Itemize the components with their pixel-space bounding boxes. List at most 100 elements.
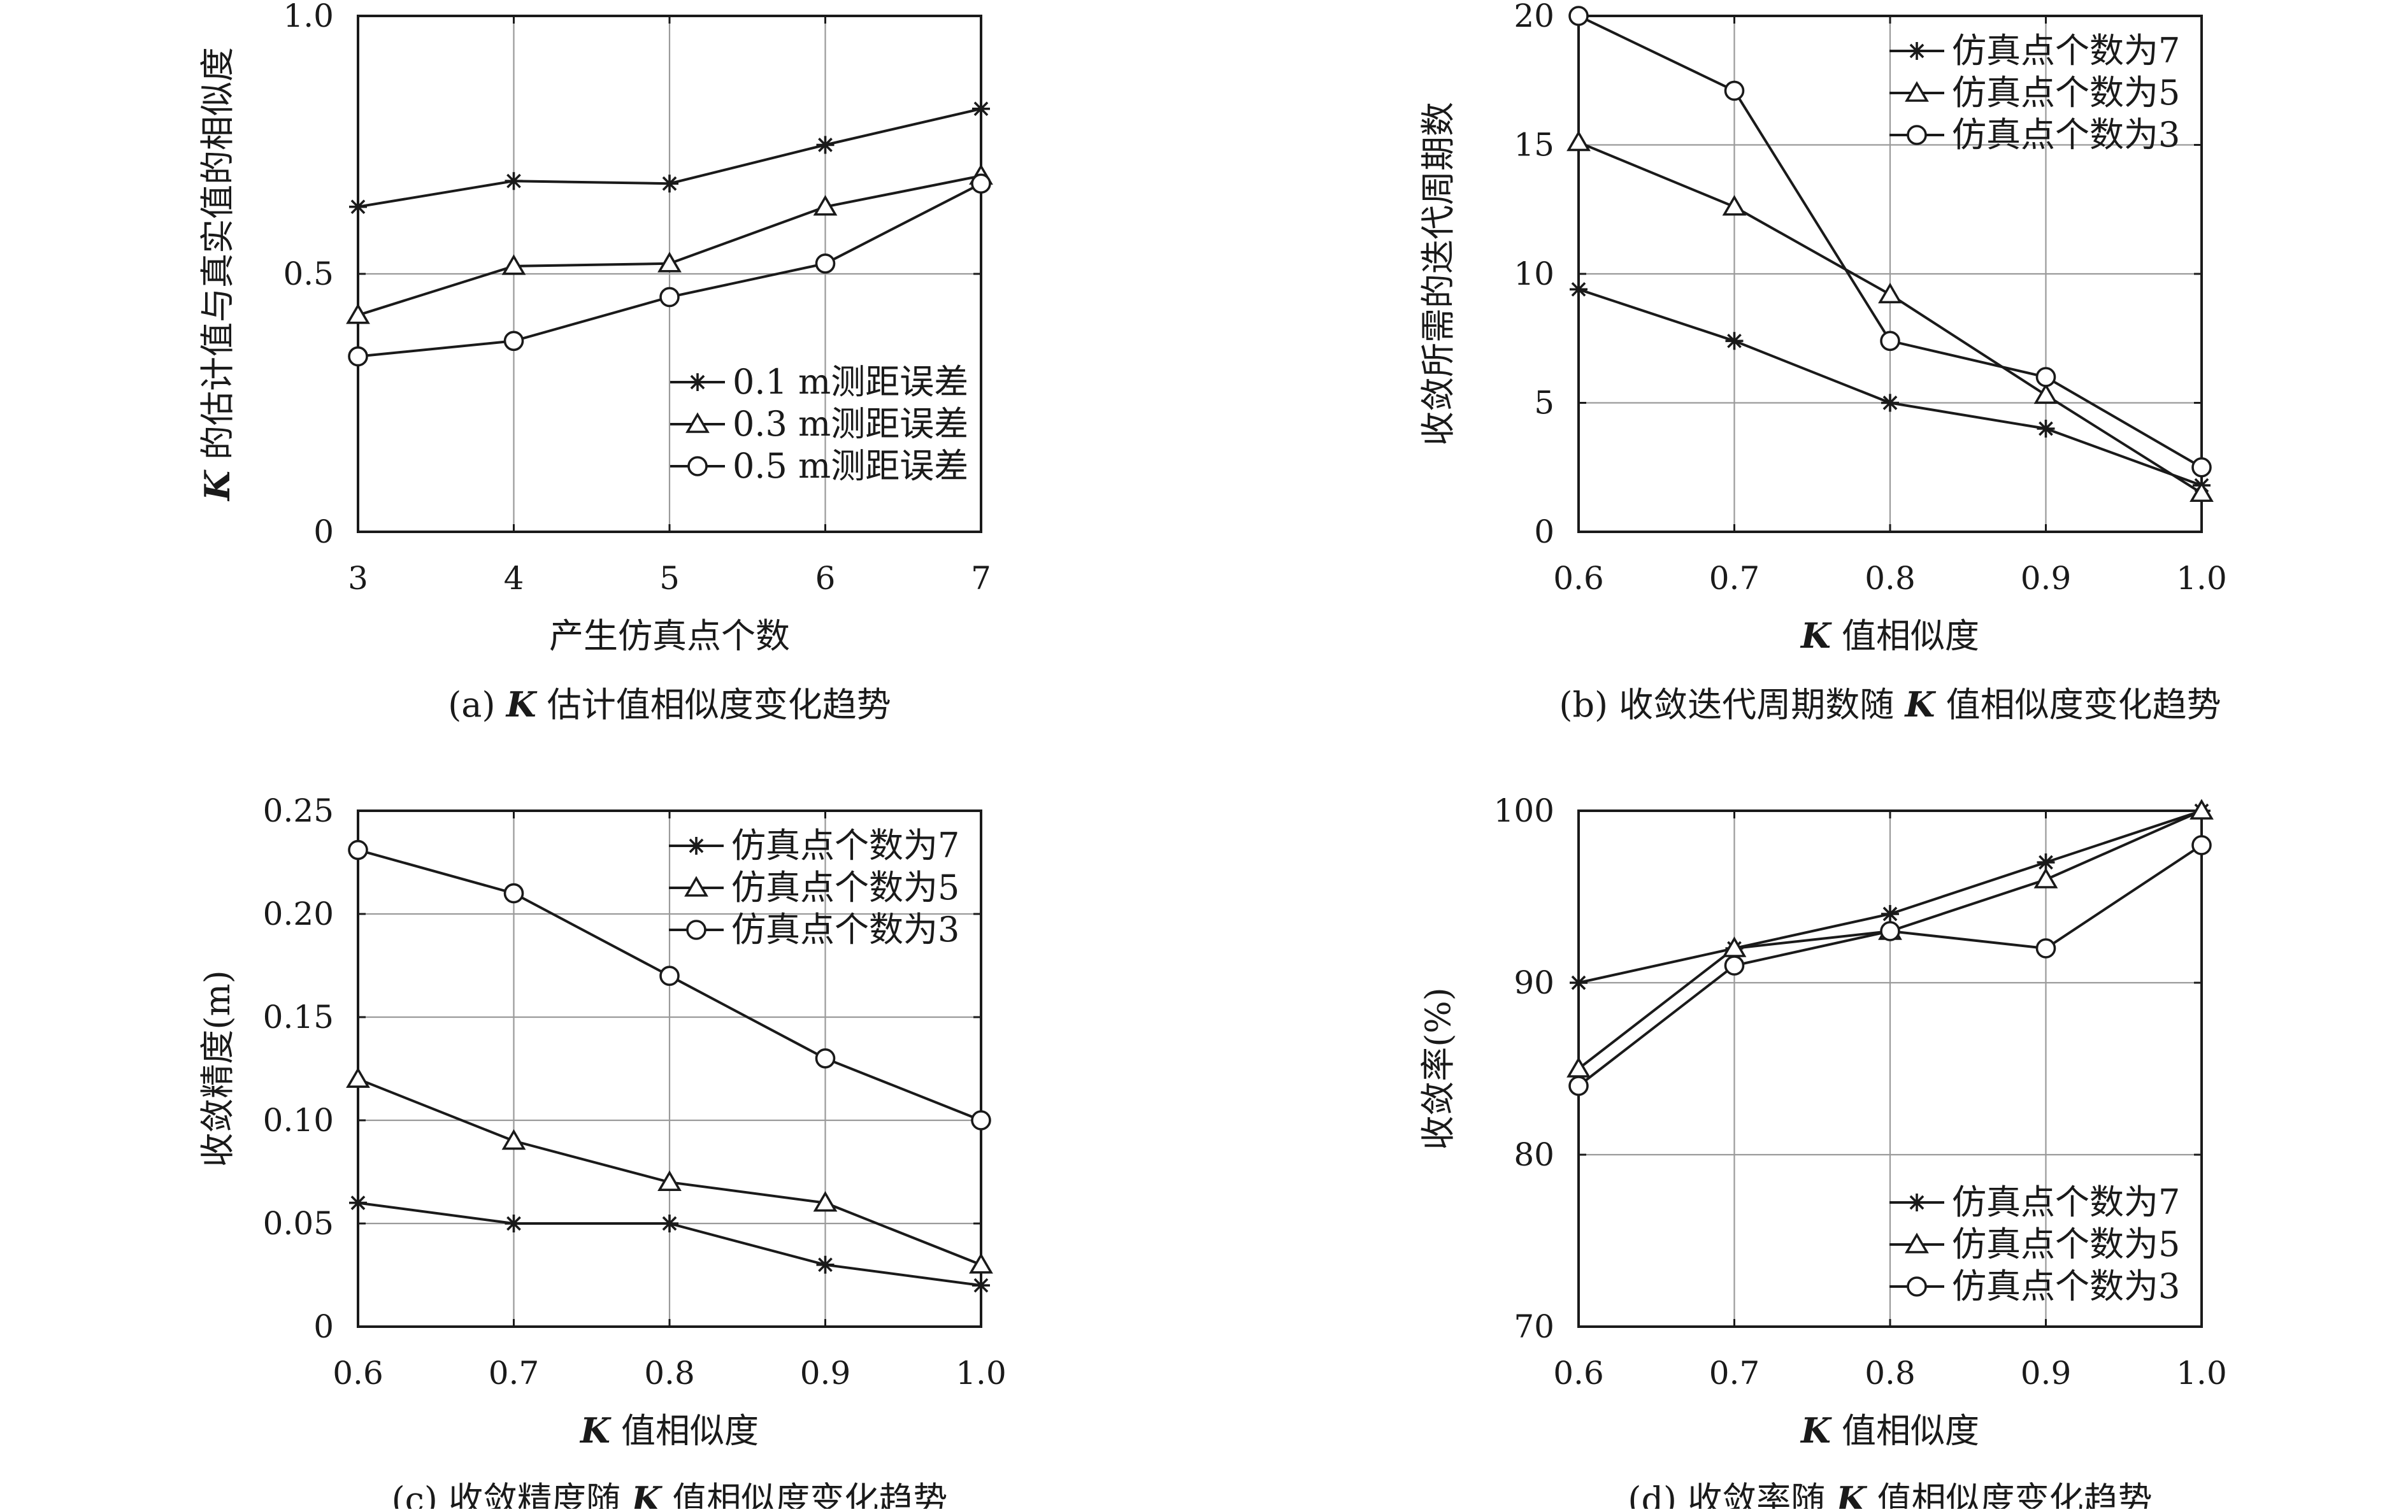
panel-caption: (d) 收敛率随 K 值相似度变化趋势 (1628, 1479, 2152, 1509)
legend-marker (1908, 42, 1926, 60)
data-point (1566, 130, 1591, 152)
panel-caption: (b) 收敛迭代周期数随 K 值相似度变化趋势 (1559, 684, 2221, 725)
y-tick-label: 0.20 (263, 895, 334, 932)
panel-caption-text: 值相似度变化趋势 (661, 1480, 947, 1509)
data-point (2037, 853, 2055, 871)
legend-item: 仿真点个数为3 (1889, 115, 2180, 155)
x-tick-label: 1.0 (956, 1355, 1007, 1392)
panel-caption-k: K (1903, 684, 1936, 725)
data-point (661, 175, 678, 193)
legend-marker (684, 876, 708, 897)
legend-item: 仿真点个数为5 (669, 867, 959, 908)
data-point (971, 173, 991, 194)
data-point (815, 1048, 836, 1069)
x-tick-label: 5 (659, 560, 680, 597)
legend-item: 0.3 m测距误差 (670, 404, 968, 444)
x-tick-label: 4 (504, 560, 524, 597)
data-point (1724, 80, 1745, 101)
data-point (349, 1194, 367, 1212)
legend-label: 仿真点个数为3 (1952, 115, 2180, 155)
data-point (2189, 799, 2214, 820)
data-point (972, 99, 990, 118)
y-tick-label: 0 (313, 1308, 334, 1345)
data-point (349, 197, 367, 216)
legend-label: 0.3 m测距误差 (733, 404, 968, 444)
x-tick-label: 1.0 (2176, 560, 2227, 597)
legend-item: 仿真点个数为3 (1889, 1266, 2180, 1306)
x-tick-label: 0.8 (1865, 1355, 1916, 1392)
x-axis-label-k: K (1800, 615, 1832, 656)
y-tick-label: 80 (1514, 1136, 1554, 1173)
y-tick-label: 1.0 (283, 0, 334, 34)
x-axis-label-k: K (579, 1410, 612, 1451)
y-tick-label: 0.5 (283, 255, 334, 292)
x-tick-label: 0.7 (1709, 1355, 1760, 1392)
series-star (349, 99, 990, 216)
data-point (2189, 481, 2214, 503)
series-triangle (346, 1067, 993, 1274)
legend-label: 仿真点个数为7 (731, 825, 959, 866)
x-axis-label-text: 值相似度 (1831, 616, 1979, 656)
data-point (348, 839, 368, 860)
data-point (813, 195, 838, 216)
y-tick-label: 15 (1514, 127, 1554, 164)
panel-caption-prefix: (d) 收敛率随 (1628, 1480, 1836, 1509)
x-axis-label: 产生仿真点个数 (549, 616, 790, 656)
panel-d: 0.6 0.7 0.8 0.9 1.0 70 80 90 100 K 值相似度 收敛率(%) (d) … (1418, 792, 2227, 1512)
series-circle (1568, 835, 2212, 1096)
legend-label: 仿真点个数为7 (1952, 31, 2180, 71)
data-point (2191, 457, 2212, 478)
x-tick-label: 0.8 (644, 1355, 695, 1392)
legend-marker (1905, 81, 1929, 102)
data-point (1568, 1076, 1589, 1096)
data-point (815, 253, 836, 274)
panel-caption: (c) 收敛精度随 K 值相似度变化趋势 (392, 1479, 948, 1509)
x-axis-label-text: 值相似度 (610, 1411, 759, 1451)
data-point (657, 1170, 682, 1191)
legend-item: 仿真点个数为7 (1889, 31, 2180, 71)
legend-marker (687, 837, 705, 855)
data-point (969, 1253, 993, 1274)
data-point (813, 1191, 838, 1212)
panel-caption-prefix: (a) (448, 685, 506, 725)
data-point (1724, 955, 1745, 976)
data-point (346, 303, 370, 324)
y-tick-label: 0.05 (263, 1205, 334, 1242)
y-tick-label: 0.15 (263, 999, 334, 1036)
y-tick-label: 0.10 (263, 1102, 334, 1139)
data-point (1880, 921, 1900, 941)
data-point (971, 1110, 991, 1130)
legend-label: 0.5 m测距误差 (733, 446, 968, 486)
x-axis-label-text: 值相似度 (1831, 1411, 1979, 1451)
series-circle (1568, 6, 2212, 478)
x-tick-label: 3 (348, 560, 368, 597)
data-point (505, 1215, 523, 1232)
x-tick-label: 0.7 (489, 1355, 540, 1392)
y-tick-label: 70 (1514, 1308, 1554, 1345)
panel-b: 0.6 0.7 0.8 0.9 1.0 0 5 10 15 20 K 值相似度 收敛所需的迭代周期数 (… (1418, 0, 2227, 725)
legend-label: 仿真点个数为3 (1952, 1266, 2180, 1306)
data-point (657, 252, 682, 273)
data-point (816, 136, 835, 154)
legend-label: 仿真点个数为5 (1952, 1224, 2180, 1264)
y-axis-label-text: 收敛所需的迭代周期数 (1418, 102, 1458, 446)
legend-item: 仿真点个数为3 (669, 909, 959, 950)
x-tick-label: 0.6 (1553, 560, 1604, 597)
panel-caption-text: 估计值相似度变化趋势 (536, 685, 891, 725)
y-tick-label: 20 (1514, 0, 1554, 34)
data-point (348, 346, 368, 367)
x-axis-label: K 值相似度 (1800, 1410, 1979, 1451)
data-point (2037, 420, 2055, 438)
legend-label: 仿真点个数为7 (1952, 1182, 2180, 1222)
legend-item: 0.5 m测距误差 (670, 446, 968, 486)
data-point (659, 287, 680, 308)
legend-label: 0.1 m测距误差 (733, 362, 968, 402)
x-axis-label: K 值相似度 (1800, 615, 1979, 656)
x-tick-label: 0.8 (1865, 560, 1916, 597)
legend-marker (685, 412, 710, 433)
data-point (1881, 905, 1899, 923)
